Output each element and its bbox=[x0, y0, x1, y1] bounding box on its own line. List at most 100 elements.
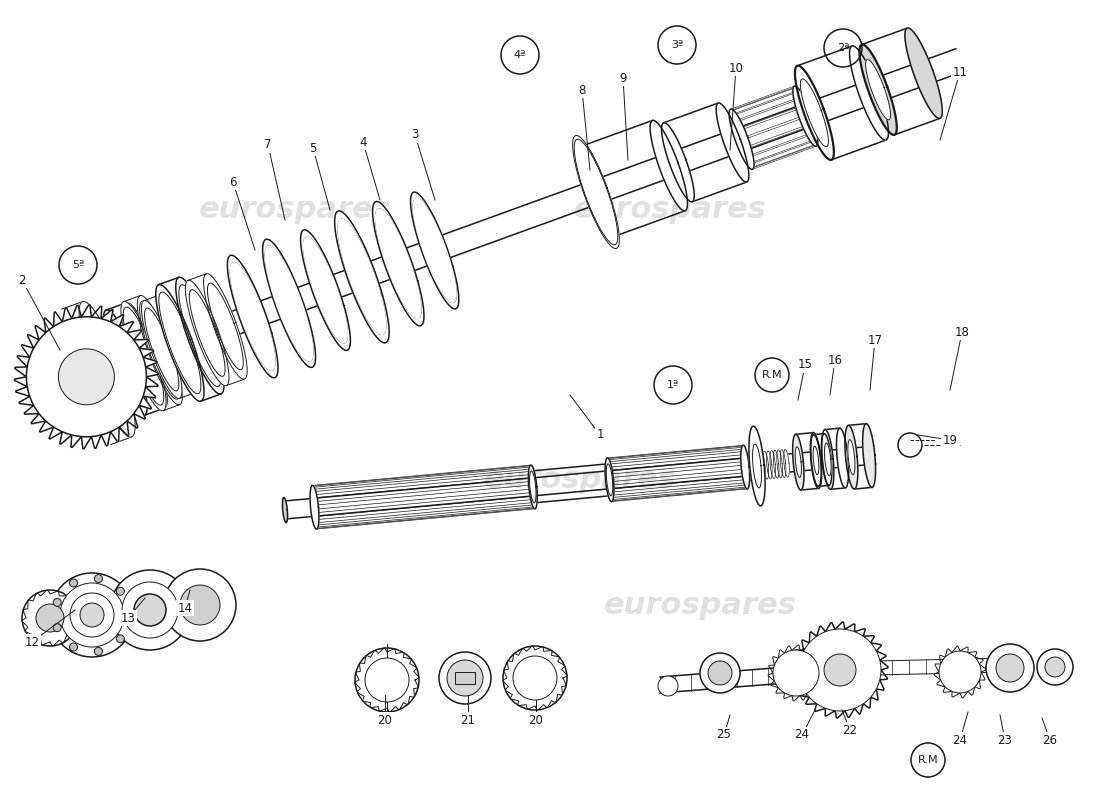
Text: 5ª: 5ª bbox=[72, 260, 84, 270]
Polygon shape bbox=[334, 211, 389, 343]
Polygon shape bbox=[606, 464, 613, 496]
Polygon shape bbox=[142, 301, 182, 398]
Circle shape bbox=[117, 587, 124, 595]
Polygon shape bbox=[768, 645, 824, 701]
Polygon shape bbox=[780, 450, 785, 478]
Polygon shape bbox=[793, 86, 817, 146]
Polygon shape bbox=[22, 590, 78, 646]
Circle shape bbox=[58, 349, 114, 405]
Polygon shape bbox=[763, 451, 769, 479]
Text: 24: 24 bbox=[953, 734, 968, 746]
Circle shape bbox=[898, 433, 922, 457]
Text: 2: 2 bbox=[19, 274, 25, 286]
Polygon shape bbox=[304, 238, 348, 343]
Text: 4: 4 bbox=[360, 135, 366, 149]
Circle shape bbox=[53, 598, 62, 606]
Polygon shape bbox=[859, 45, 896, 135]
Polygon shape bbox=[204, 274, 248, 379]
Circle shape bbox=[365, 658, 409, 702]
Text: 15: 15 bbox=[798, 358, 813, 371]
Circle shape bbox=[134, 594, 166, 626]
Circle shape bbox=[80, 603, 104, 627]
Circle shape bbox=[939, 651, 981, 693]
Text: 12: 12 bbox=[24, 635, 40, 649]
Polygon shape bbox=[14, 305, 158, 449]
Text: 10: 10 bbox=[728, 62, 744, 74]
Polygon shape bbox=[140, 301, 180, 399]
Polygon shape bbox=[578, 146, 615, 238]
Polygon shape bbox=[716, 103, 749, 182]
Text: eurospares: eurospares bbox=[573, 195, 767, 225]
Polygon shape bbox=[749, 453, 755, 480]
Polygon shape bbox=[661, 122, 694, 202]
Circle shape bbox=[986, 644, 1034, 692]
Circle shape bbox=[117, 634, 124, 642]
Text: 11: 11 bbox=[953, 66, 968, 78]
Polygon shape bbox=[729, 109, 755, 170]
Circle shape bbox=[95, 574, 102, 582]
Polygon shape bbox=[749, 426, 766, 506]
Polygon shape bbox=[740, 446, 749, 489]
Circle shape bbox=[447, 660, 483, 696]
Text: R.M: R.M bbox=[761, 370, 782, 380]
Text: 25: 25 bbox=[716, 729, 732, 742]
Polygon shape bbox=[283, 498, 287, 522]
Circle shape bbox=[700, 653, 740, 693]
Polygon shape bbox=[905, 28, 943, 118]
Polygon shape bbox=[752, 452, 758, 480]
Circle shape bbox=[1045, 657, 1065, 677]
Polygon shape bbox=[414, 198, 456, 302]
Polygon shape bbox=[792, 622, 888, 718]
Text: 22: 22 bbox=[843, 723, 858, 737]
Text: 23: 23 bbox=[998, 734, 1012, 746]
Circle shape bbox=[355, 648, 419, 712]
Polygon shape bbox=[811, 433, 822, 488]
Polygon shape bbox=[742, 453, 748, 481]
Text: 16: 16 bbox=[827, 354, 843, 366]
Polygon shape bbox=[822, 434, 832, 486]
Polygon shape bbox=[605, 458, 614, 502]
Text: 6: 6 bbox=[229, 175, 236, 189]
Polygon shape bbox=[310, 486, 319, 529]
Polygon shape bbox=[801, 79, 828, 146]
Polygon shape bbox=[300, 230, 351, 350]
Text: 18: 18 bbox=[955, 326, 969, 338]
Polygon shape bbox=[573, 135, 619, 249]
Text: eurospares: eurospares bbox=[199, 195, 392, 225]
Circle shape bbox=[799, 629, 881, 711]
Text: 13: 13 bbox=[121, 611, 135, 625]
Polygon shape bbox=[862, 424, 876, 487]
Circle shape bbox=[70, 593, 114, 637]
Circle shape bbox=[1037, 649, 1072, 685]
Polygon shape bbox=[767, 451, 772, 478]
Polygon shape bbox=[158, 292, 201, 394]
Polygon shape bbox=[231, 262, 275, 370]
Polygon shape bbox=[811, 434, 822, 486]
Circle shape bbox=[708, 661, 732, 685]
Polygon shape bbox=[228, 255, 278, 378]
Polygon shape bbox=[503, 646, 566, 710]
Circle shape bbox=[503, 646, 566, 710]
Text: 19: 19 bbox=[943, 434, 957, 446]
Text: 20: 20 bbox=[377, 714, 393, 726]
Polygon shape bbox=[79, 302, 135, 437]
Circle shape bbox=[513, 656, 557, 700]
Polygon shape bbox=[770, 450, 776, 478]
Polygon shape bbox=[574, 139, 618, 245]
Text: 14: 14 bbox=[177, 602, 192, 614]
Polygon shape bbox=[760, 451, 766, 479]
Circle shape bbox=[95, 647, 102, 655]
Polygon shape bbox=[128, 312, 163, 398]
Polygon shape bbox=[783, 450, 790, 477]
Polygon shape bbox=[189, 290, 226, 376]
Polygon shape bbox=[186, 280, 229, 386]
Circle shape bbox=[996, 654, 1024, 682]
Circle shape bbox=[439, 652, 491, 704]
Text: 5: 5 bbox=[309, 142, 317, 154]
Polygon shape bbox=[373, 202, 424, 326]
Polygon shape bbox=[746, 453, 751, 481]
Text: 21: 21 bbox=[461, 714, 475, 726]
Polygon shape bbox=[156, 285, 204, 402]
Polygon shape bbox=[263, 239, 316, 367]
Circle shape bbox=[69, 579, 77, 587]
